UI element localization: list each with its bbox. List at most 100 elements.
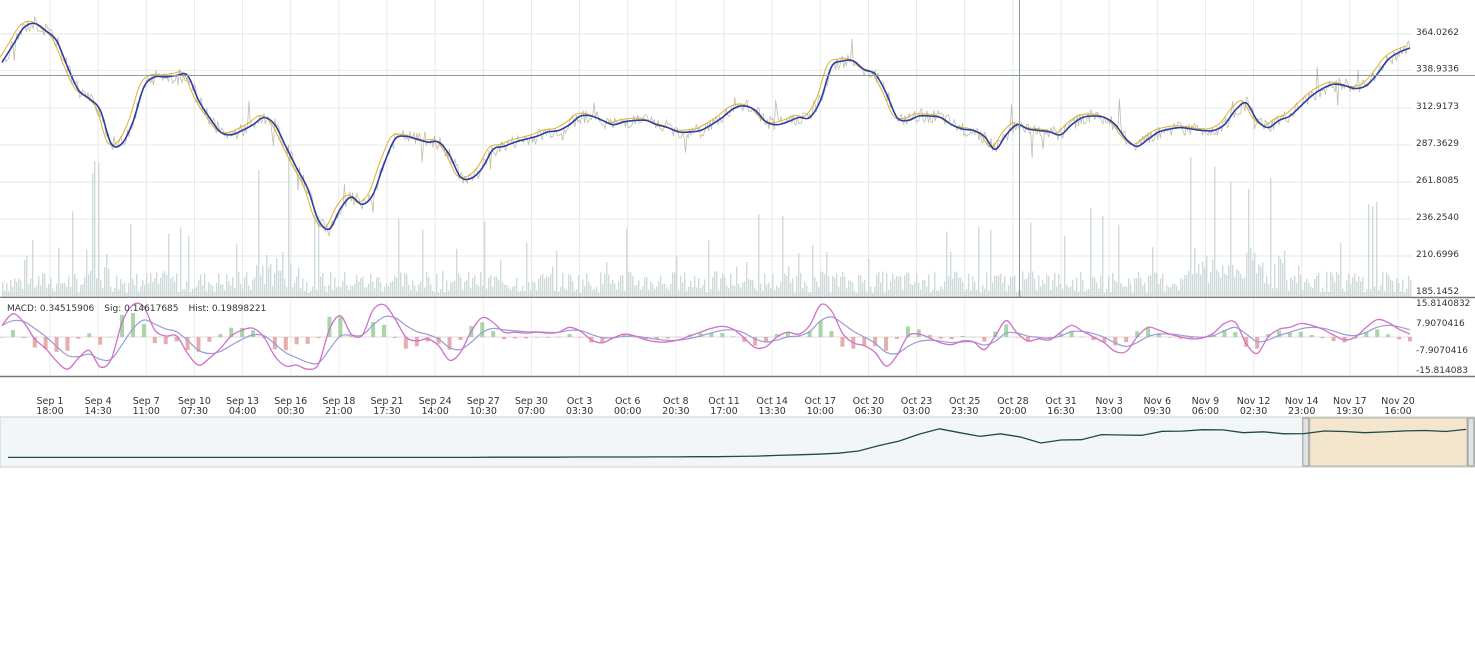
- volume-bar: [66, 287, 68, 297]
- volume-bar: [438, 292, 440, 297]
- volume-bar: [652, 283, 654, 297]
- navigator-handle-right[interactable]: [1467, 417, 1475, 467]
- volume-bar: [752, 279, 754, 297]
- volume-bar: [358, 281, 360, 297]
- volume-bar: [858, 275, 860, 297]
- volume-bar: [870, 286, 872, 297]
- chart-container[interactable]: 364.0262 338.9336 312.9173 287.3629 261.8085…: [0, 0, 1475, 468]
- volume-bar: [156, 271, 158, 297]
- volume-bar: [894, 279, 896, 297]
- sig-value: 0.14617685: [124, 304, 178, 314]
- volume-bar: [1216, 269, 1218, 297]
- volume-bar: [116, 275, 118, 297]
- volume-bar: [850, 280, 852, 297]
- chart-svg[interactable]: 364.0262 338.9336 312.9173 287.3629 261.8085…: [0, 0, 1475, 468]
- volume-bar: [1334, 282, 1336, 297]
- volume-bar: [552, 266, 554, 297]
- volume-bar: [492, 286, 494, 297]
- volume-bar: [918, 282, 920, 297]
- volume-bar: [1232, 264, 1234, 297]
- volume-bar: [630, 272, 632, 297]
- volume-bar: [1136, 278, 1138, 297]
- volume-bar: [424, 287, 426, 297]
- volume-bar: [1344, 291, 1346, 297]
- volume-bar: [126, 292, 128, 297]
- macd-hist-bar: [87, 333, 92, 337]
- macd-hist-bar: [436, 337, 441, 344]
- volume-bar: [56, 283, 58, 297]
- volume-bar: [86, 249, 88, 297]
- volume-bar: [1094, 277, 1096, 297]
- volume-bar: [654, 288, 656, 297]
- volume-bar: [22, 289, 24, 297]
- volume-bar: [370, 273, 372, 297]
- x-tick-date-label: Oct 31: [1045, 396, 1077, 407]
- volume-bar: [1322, 287, 1324, 297]
- x-tick-date-label: Sep 16: [274, 396, 307, 407]
- volume-bar: [92, 173, 94, 297]
- macd-hist-bar: [283, 337, 288, 351]
- volume-bar: [490, 275, 492, 297]
- volume-bar: [750, 279, 752, 297]
- volume-bar: [1342, 288, 1344, 297]
- macd-hist-bar: [458, 337, 463, 340]
- macd-hist-bar: [502, 337, 507, 340]
- volume-bar: [1176, 285, 1178, 297]
- volume-bar: [306, 282, 308, 297]
- volume-bar: [580, 292, 582, 297]
- macd-hist-bar: [1004, 324, 1009, 337]
- volume-bar: [1206, 255, 1208, 297]
- volume-bar: [588, 281, 590, 297]
- volume-bar: [1098, 288, 1100, 297]
- macd-y-tick-label: 15.8140832: [1416, 299, 1470, 309]
- volume-bar: [554, 290, 556, 297]
- volume-bar: [836, 273, 838, 297]
- volume-bars: [2, 157, 1412, 297]
- volume-bar: [1404, 292, 1406, 297]
- volume-bar: [264, 284, 266, 297]
- volume-bar: [814, 277, 816, 297]
- volume-bar: [416, 290, 418, 297]
- volume-bar: [1294, 275, 1296, 297]
- volume-bar: [904, 275, 906, 297]
- volume-bar: [770, 288, 772, 297]
- navigator-handle-left[interactable]: [1302, 417, 1310, 467]
- macd-panel[interactable]: 15.81408327.9070416-7.9070416-15.814083 …: [0, 298, 1475, 378]
- volume-bar: [70, 287, 72, 297]
- volume-bar: [1266, 275, 1268, 297]
- volume-bar: [1260, 266, 1262, 297]
- volume-bar: [182, 289, 184, 297]
- volume-bar: [1164, 291, 1166, 297]
- volume-bar: [188, 236, 190, 297]
- volume-bar: [120, 279, 122, 297]
- volume-bar: [382, 291, 384, 297]
- volume-bar: [80, 285, 82, 297]
- volume-bar: [1244, 277, 1246, 297]
- navigator-selection[interactable]: [1309, 417, 1468, 467]
- volume-bar: [506, 285, 508, 297]
- macd-hist-bar: [731, 336, 736, 337]
- volume-bar: [452, 282, 454, 297]
- volume-bar: [684, 272, 686, 297]
- price-fast-ma-line: [0, 20, 1407, 228]
- macd-lines: [1, 302, 1411, 370]
- volume-bar: [520, 290, 522, 297]
- volume-bar: [948, 276, 950, 297]
- macd-hist-bar: [1015, 337, 1020, 338]
- volume-bar: [1202, 261, 1204, 297]
- volume-bar: [1154, 272, 1156, 297]
- volume-bar: [1316, 275, 1318, 297]
- volume-bar: [776, 285, 778, 297]
- volume-bar: [1060, 284, 1062, 297]
- navigator[interactable]: [0, 416, 1475, 468]
- volume-bar: [1306, 279, 1308, 297]
- macd-hist-bar: [163, 337, 168, 345]
- volume-bar: [620, 275, 622, 297]
- volume-bar: [1236, 268, 1238, 297]
- volume-bar: [1142, 285, 1144, 297]
- x-tick-date-label: Sep 30: [515, 396, 548, 407]
- volume-bar: [958, 277, 960, 297]
- volume-bar: [746, 261, 748, 297]
- volume-bar: [1378, 290, 1380, 297]
- volume-bar: [920, 289, 922, 297]
